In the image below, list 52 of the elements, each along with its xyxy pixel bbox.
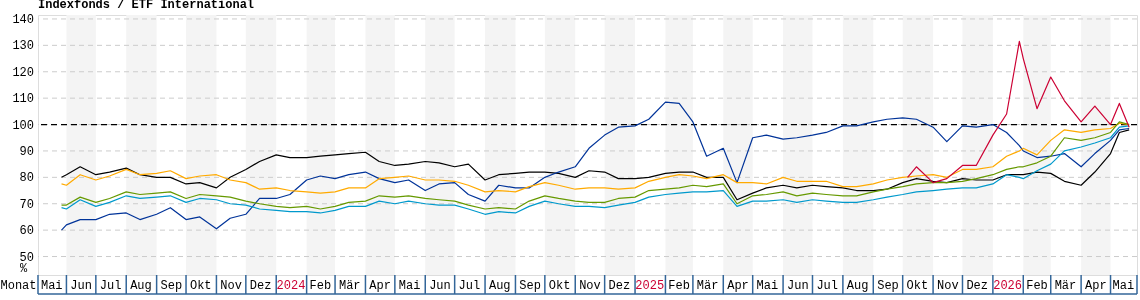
x-tick-label: Feb [309,279,332,293]
x-tick-label: Nov [936,279,959,293]
line-series [906,40,1130,184]
x-tick-label: Feb [1026,279,1048,293]
y-tick-label: 70 [19,197,34,212]
x-tick-label: Nov [220,279,242,293]
x-tick-label: Mär [696,279,719,293]
x-tick-label: Dez [608,279,631,293]
x-tick-label: Nov [579,279,601,293]
y-tick-label: 130 [12,39,34,54]
y-tick-label: 120 [12,65,34,80]
x-tick-label: Mai [398,279,421,293]
y-tick-label: 80 [19,171,34,186]
x-tick-label: 2025 [635,279,665,293]
x-tick-label: Okt [548,279,571,293]
x-tick-label: Jul [458,279,481,293]
line-series [60,101,1130,231]
x-tick-label: Sep [519,279,541,293]
x-tick-label: Mai [756,279,779,293]
y-tick-label: 100 [12,118,34,133]
x-tick-label: Mär [338,279,361,293]
x-tick-label: Okt [189,279,212,293]
x-tick-label: Jul [816,279,839,293]
y-tick-label: 110 [12,92,34,107]
y-tick-label: 140 [12,12,34,27]
x-tick-label: Okt [906,279,929,293]
x-axis-title: Monat [0,278,37,293]
x-tick-label: Dez [249,279,272,293]
x-tick-label: Aug [488,279,511,293]
x-tick-label: Aug [130,279,152,293]
x-tick-label: Apr [1085,279,1107,293]
line-series [60,129,1130,201]
x-tick-label: Mai [1112,279,1135,293]
x-tick-label: Mai [40,279,63,293]
x-tick-label: Jun [429,279,451,293]
x-tick-label: Apr [727,279,749,293]
x-tick-label: Apr [369,279,391,293]
x-tick-label: Jun [786,279,809,293]
x-tick-label: Jun [70,279,92,293]
y-axis-title: % [19,261,28,276]
line-series [60,122,1130,194]
x-tick-label: Dez [966,279,988,293]
y-tick-label: 60 [19,224,34,239]
y-tick-label: 90 [19,144,34,159]
x-tick-label: Sep [160,279,183,293]
x-tick-label: Feb [668,279,690,293]
x-tick-label: Jul [99,279,122,293]
x-tick-label: Mär [1054,279,1077,293]
x-tick-label: 2024 [276,279,306,293]
x-tick-label: 2026 [993,279,1022,293]
x-tick-label: Aug [846,279,869,293]
x-tick-label: Sep [877,279,899,293]
